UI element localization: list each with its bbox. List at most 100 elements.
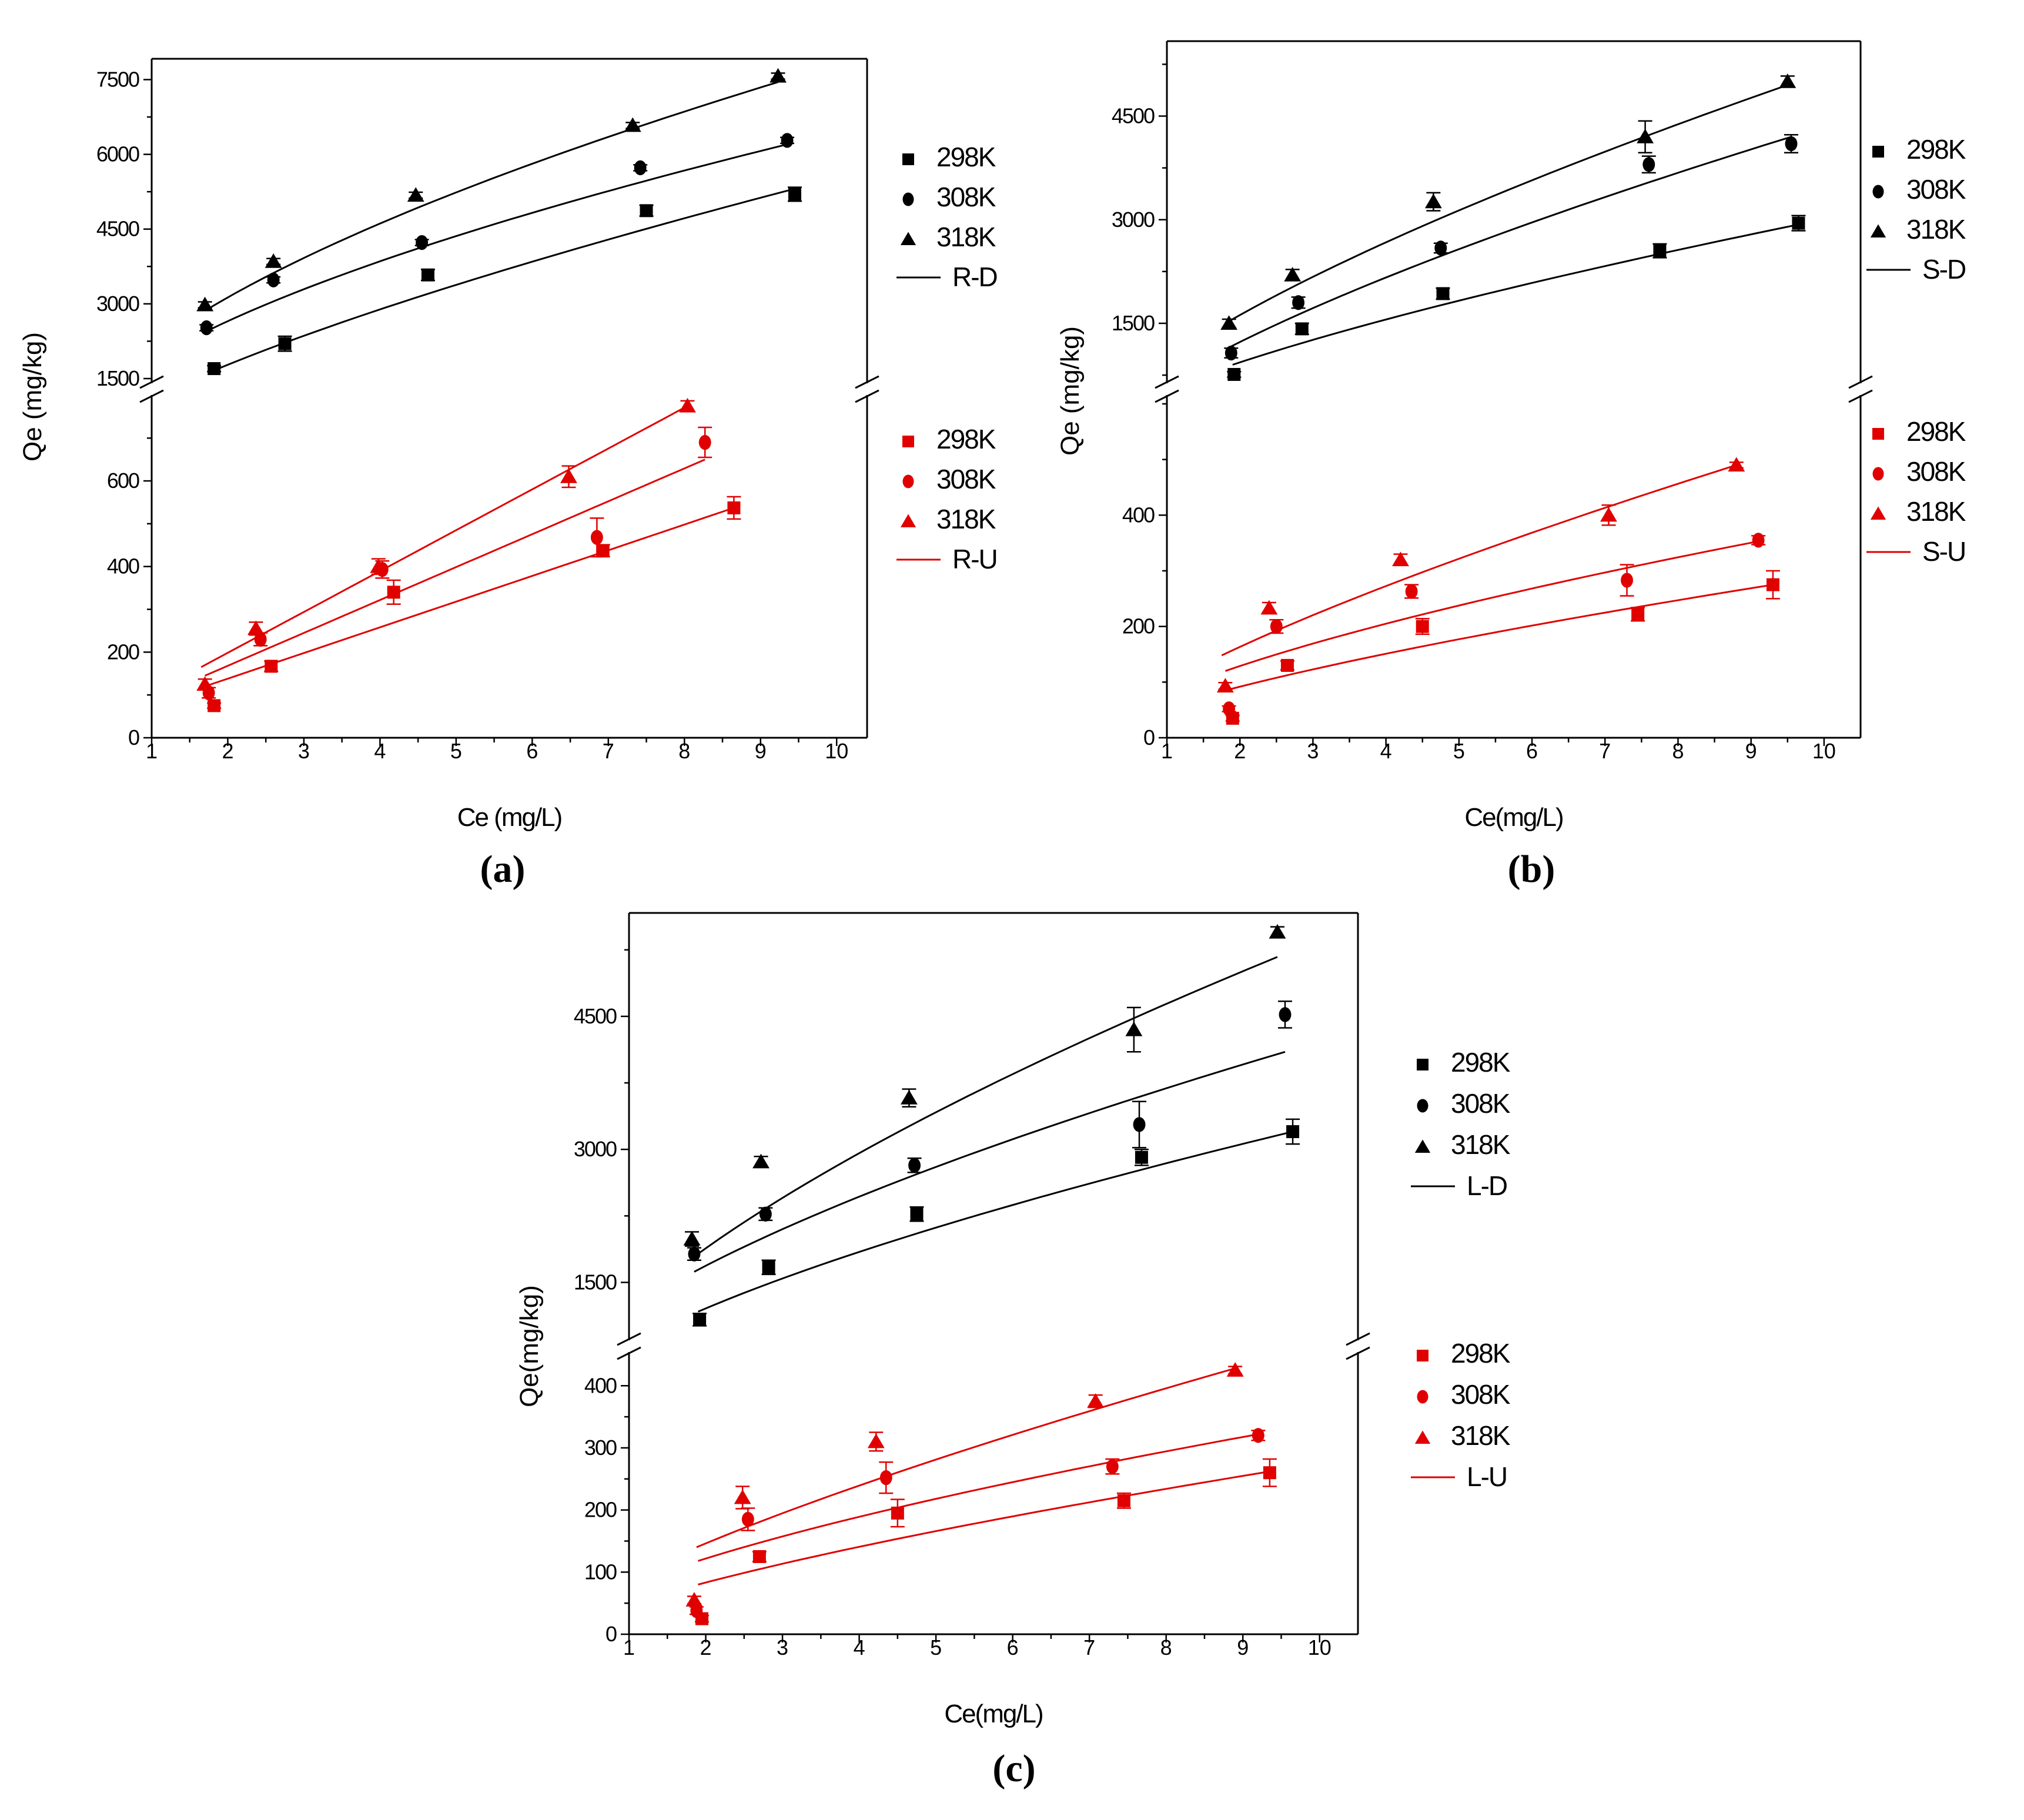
legend-marker-298K (1872, 428, 1884, 440)
x-axis-label: Ce(mg/L) (1464, 803, 1563, 832)
axis-break-mark (617, 1332, 641, 1346)
data-point-S-U-318K (1600, 507, 1617, 522)
x-tick-label: 5 (450, 739, 462, 763)
data-point-R-U-298K (596, 544, 610, 557)
legend-label-308K: 308K (1451, 1379, 1511, 1410)
y-tick-label: 4500 (1112, 104, 1155, 128)
legend-label-308K: 308K (936, 464, 996, 494)
legend-marker-298K (1417, 1350, 1428, 1361)
data-point-R-D-298K (208, 362, 221, 376)
legend-label-318K: 318K (1906, 214, 1966, 245)
data-point-S-U-308K (1752, 533, 1765, 548)
data-point-L-D-298K (910, 1207, 924, 1221)
y-tick-label: 3000 (96, 292, 139, 316)
data-point-R-D-318K (770, 68, 787, 83)
data-point-L-U-318K (1087, 1393, 1105, 1408)
series-group-L-U (685, 1362, 1277, 1625)
data-point-R-U-318K (196, 676, 214, 691)
data-point-R-D-318K (624, 117, 641, 132)
data-point-L-D-318K (1125, 1021, 1143, 1036)
y-tick-label: 300 (584, 1436, 617, 1460)
legend-label-298K: 298K (936, 424, 996, 454)
legend-label-308K: 308K (936, 182, 996, 212)
fit-line-R-D-308K (206, 143, 788, 332)
legend-marker-298K (902, 153, 914, 165)
series-group-L-D (683, 924, 1300, 1327)
data-point-L-D-298K (1286, 1125, 1300, 1139)
data-point-R-U-318K (247, 620, 265, 635)
y-tick-label: 1500 (574, 1270, 617, 1294)
legend-marker-318K (900, 232, 916, 245)
x-axis-label: Ce(mg/L) (944, 1699, 1042, 1728)
fit-line-S-U-298K (1225, 584, 1774, 691)
legend-L-D: 298K 308K 318K L-D (1411, 1047, 1512, 1201)
legend-label-308K: 308K (1451, 1088, 1511, 1119)
fit-line-S-D-298K (1232, 223, 1799, 366)
x-axis-label: Ce (mg/L) (457, 803, 562, 832)
legend-label-298K: 298K (936, 142, 996, 172)
y-tick-label: 1500 (1112, 311, 1155, 335)
legend-marker-318K (1870, 506, 1886, 520)
data-point-R-D-308K (634, 160, 647, 176)
axis-break-mark (1155, 389, 1179, 403)
legend-marker-308K (1872, 467, 1884, 481)
legend-marker-318K (1414, 1430, 1431, 1444)
data-point-L-D-318K (1269, 924, 1286, 939)
data-point-L-U-308K (879, 1470, 892, 1486)
y-tick-label: 3000 (574, 1137, 617, 1161)
panel-label: (c) (992, 1747, 1035, 1790)
data-point-S-D-298K (1792, 216, 1805, 230)
data-point-L-D-298K (762, 1260, 775, 1274)
data-point-S-D-318K (1424, 193, 1442, 209)
legend-marker-298K (902, 436, 914, 447)
x-tick-label: 10 (825, 739, 848, 763)
axis-break-mark (1346, 1346, 1370, 1360)
data-point-R-D-318K (407, 187, 424, 202)
data-point-R-D-298K (278, 337, 292, 350)
panel-label: (a) (480, 848, 526, 891)
data-point-L-U-308K (741, 1511, 754, 1527)
panel-label: (b) (1508, 848, 1555, 891)
data-point-R-U-308K (698, 434, 711, 450)
legend-fit-label: R-U (952, 544, 997, 574)
data-point-S-D-318K (1637, 129, 1654, 143)
legend-label-318K: 318K (1906, 496, 1966, 527)
data-point-R-D-298K (640, 204, 653, 218)
x-tick-label: 7 (1083, 1635, 1095, 1660)
data-point-S-D-318K (1284, 267, 1302, 282)
x-tick-label: 4 (1380, 739, 1392, 763)
legend-marker-308K (1417, 1099, 1428, 1113)
axis-break-mark (855, 375, 879, 389)
data-point-R-U-298K (265, 660, 278, 673)
data-point-S-U-298K (1416, 620, 1429, 633)
legend-label-298K: 298K (1451, 1047, 1511, 1078)
data-point-R-D-298K (788, 188, 802, 201)
data-point-S-D-298K (1436, 287, 1450, 300)
series-group-R-U (196, 397, 741, 712)
data-point-S-U-318K (1260, 600, 1278, 615)
data-point-L-U-318K (867, 1433, 885, 1448)
x-tick-label: 1 (1161, 739, 1173, 763)
y-axis-label: Qe(mg/kg) (515, 1285, 544, 1407)
chart-panel-c: 1500 3000 4500 0 100 200 300 400 1 2 3 4 5 6 7 8 9 10 Ce(m… (515, 912, 1512, 1790)
legend-label-318K: 318K (936, 504, 996, 534)
x-tick-label: 6 (1526, 739, 1538, 763)
y-tick-label: 1500 (96, 366, 139, 390)
fit-line-S-U-318K (1221, 464, 1737, 657)
data-point-R-D-318K (265, 253, 282, 268)
fit-line-R-D-318K (206, 81, 778, 311)
y-axis-label: Qe (mg/kg) (1056, 326, 1085, 456)
y-tick-label: 0 (128, 725, 139, 750)
x-tick-label: 5 (930, 1635, 942, 1660)
data-point-L-U-298K (752, 1550, 766, 1563)
legend-marker-318K (1870, 224, 1886, 237)
data-point-S-U-308K (1405, 584, 1418, 599)
legend-fit-label: R-D (952, 262, 998, 292)
data-point-S-U-298K (1631, 607, 1645, 621)
y-axis-label: Qe (mg/kg) (18, 332, 47, 461)
y-tick-label: 3000 (1112, 208, 1155, 232)
data-point-R-D-308K (416, 235, 429, 250)
legend-marker-308K (902, 474, 914, 489)
data-point-S-D-298K (1227, 367, 1241, 381)
